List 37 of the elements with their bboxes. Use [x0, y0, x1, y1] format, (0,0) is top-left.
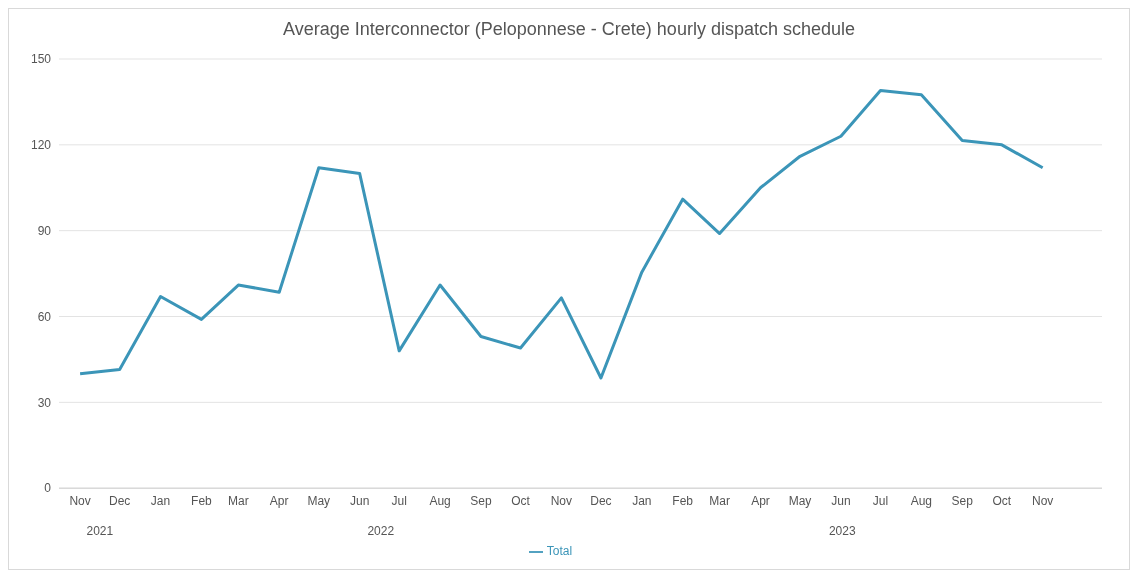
chart-title: Average Interconnector (Peloponnese - Crete) hourly dispatch schedule — [282, 18, 856, 41]
x-tick-label: May — [788, 493, 812, 508]
x-tick-label: Sep — [470, 493, 492, 508]
text: 2023 — [828, 523, 856, 538]
x-tick-label: Aug — [429, 493, 451, 508]
x-tick-label: Nov — [69, 493, 91, 508]
legend-label: Total — [546, 544, 573, 559]
y-tick-label: 90 — [37, 223, 52, 238]
x-tick-label: Jul — [872, 493, 889, 508]
x-tick-label: Jul — [391, 493, 407, 508]
x-tick-label: Feb — [191, 493, 213, 508]
x-tick-label: Mar — [709, 493, 730, 508]
x-tick-label: Apr — [269, 493, 289, 508]
x-tick-label: Nov — [550, 493, 573, 508]
x-tick-label: Feb — [672, 493, 694, 508]
y-tick-label: 30 — [37, 395, 52, 410]
x-tick-label: May — [307, 493, 331, 508]
x-tick-label: Jun — [831, 493, 851, 508]
x-tick-label: Nov — [1031, 493, 1054, 508]
x-tick-label: Jun — [349, 493, 370, 508]
x-tick-label: Oct — [511, 493, 531, 508]
x-tick-label: Mar — [227, 493, 249, 508]
x-tick-label: Sep — [951, 493, 974, 508]
x-tick-label: Oct — [992, 493, 1012, 508]
x-tick-label: Aug — [910, 493, 933, 508]
x-tick-label: Dec — [108, 493, 131, 508]
x-tick-label: Jan — [150, 493, 171, 508]
line-series — [78, 88, 1045, 380]
y-tick-label: 0 — [44, 481, 52, 496]
y-tick-label: 120 — [30, 138, 52, 153]
text: 2021 — [86, 523, 114, 538]
y-tick-label: 60 — [37, 309, 52, 324]
y-tick-label: 150 — [30, 52, 52, 67]
x-tick-label: Apr — [751, 493, 770, 508]
x-tick-label: Jan — [632, 493, 652, 508]
x-tick-label: Dec — [590, 493, 612, 508]
text: 2022 — [367, 523, 395, 538]
